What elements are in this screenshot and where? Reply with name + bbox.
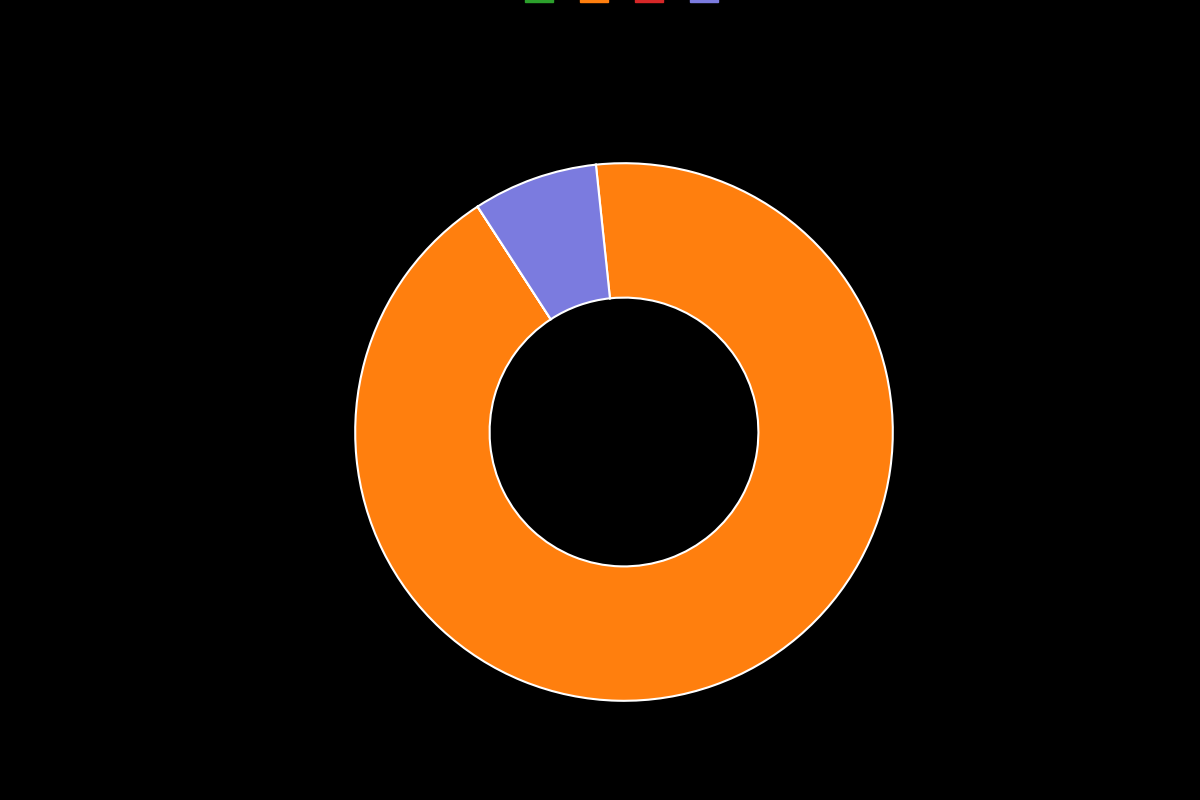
- Wedge shape: [478, 165, 610, 319]
- Wedge shape: [478, 206, 551, 319]
- Wedge shape: [596, 165, 610, 298]
- Wedge shape: [355, 163, 893, 701]
- Legend: , , , : , , ,: [520, 0, 728, 10]
